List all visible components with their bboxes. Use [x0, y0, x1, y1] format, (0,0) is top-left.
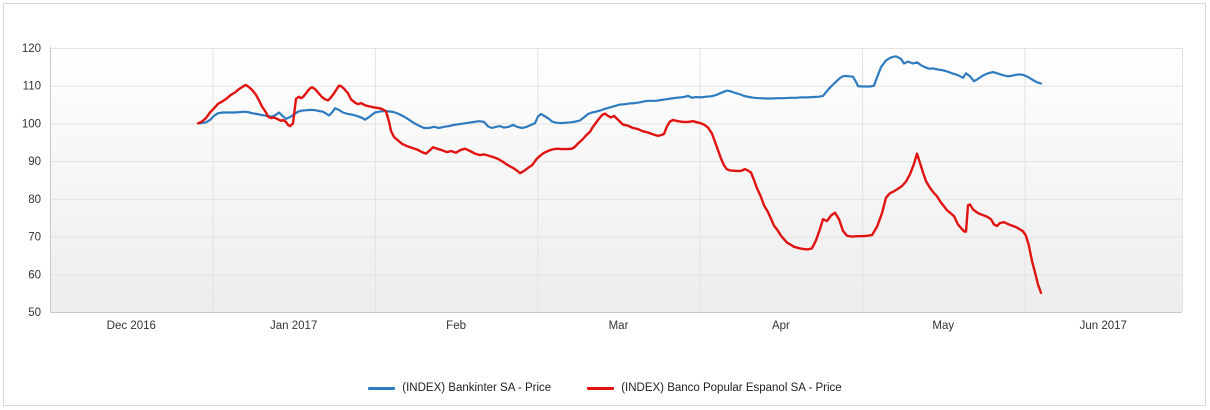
plot-background [50, 48, 1182, 312]
legend-label-bankinter: (INDEX) Bankinter SA - Price [402, 382, 552, 394]
y-tick-70: 70 [28, 232, 41, 244]
data-series-lines [196, 55, 1043, 294]
x-tick-feb: Feb [446, 320, 466, 332]
x-tick-may: May [932, 320, 954, 332]
legend-item-banco-popular[interactable]: (INDEX) Banco Popular Espanol SA - Price [587, 382, 842, 394]
x-tick-jun-2017: Jun 2017 [1080, 320, 1127, 332]
y-tick-120: 120 [22, 43, 41, 55]
x-tick-jan-2017: Jan 2017 [270, 320, 317, 332]
legend-item-bankinter[interactable]: (INDEX) Bankinter SA - Price [368, 382, 551, 394]
axis-lines [50, 47, 1182, 313]
x-tick-mar: Mar [609, 320, 629, 332]
series-line-bankinter [196, 55, 1043, 130]
y-tick-80: 80 [28, 194, 41, 206]
y-tick-110: 110 [23, 81, 41, 93]
x-axis-tick-labels: Dec 2016 Jan 2017 Feb Mar Apr May Jun 2017 [107, 320, 1127, 332]
chart-legend: (INDEX) Bankinter SA - Price (INDEX) Ban… [0, 382, 1210, 394]
y-tick-100: 100 [22, 118, 41, 130]
y-axis-tick-labels: 120 110 100 90 80 70 60 50 [22, 43, 41, 319]
y-tick-50: 50 [28, 307, 41, 319]
x-tick-apr: Apr [772, 320, 790, 332]
x-tick-dec-2016: Dec 2016 [107, 320, 156, 332]
series-line-banco-popular [196, 83, 1043, 294]
y-tick-90: 90 [28, 156, 41, 168]
legend-label-banco-popular: (INDEX) Banco Popular Espanol SA - Price [621, 382, 842, 394]
y-tick-60: 60 [28, 269, 41, 281]
bankinter-line-swatch [368, 386, 396, 390]
horizontal-gridlines [50, 48, 1182, 276]
banco-popular-line-swatch [587, 386, 615, 390]
vertical-gridlines [212, 48, 1183, 312]
